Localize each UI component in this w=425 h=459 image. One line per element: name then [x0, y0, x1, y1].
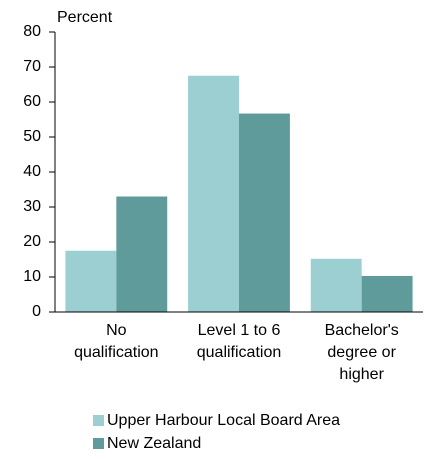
y-tick-label: 50 — [23, 128, 41, 145]
x-tick-label: qualification — [74, 344, 159, 361]
y-tick-label: 10 — [23, 268, 41, 285]
x-tick-label: qualification — [197, 344, 282, 361]
y-tick-label: 30 — [23, 198, 41, 215]
bar — [239, 113, 290, 312]
x-tick-label: higher — [339, 366, 384, 383]
legend-label: Upper Harbour Local Board Area — [107, 412, 340, 429]
y-tick-label: 80 — [23, 23, 41, 40]
legend-swatch — [93, 415, 104, 426]
legend-swatch — [93, 438, 104, 449]
bar — [310, 258, 362, 312]
x-tick-label: No — [106, 322, 127, 339]
y-tick-label: 0 — [32, 303, 41, 320]
bar — [116, 196, 168, 312]
bar — [361, 275, 413, 312]
y-tick-label: 40 — [23, 163, 41, 180]
legend-label: New Zealand — [107, 435, 201, 452]
bar — [188, 75, 239, 312]
y-tick-label: 70 — [23, 58, 41, 75]
x-tick-label: degree or — [327, 344, 396, 361]
y-tick-label: 60 — [23, 93, 41, 110]
y-tick-label: 20 — [23, 233, 41, 250]
bar — [65, 250, 117, 312]
x-tick-label: Level 1 to 6 — [198, 322, 281, 339]
x-tick-label: Bachelor's — [325, 322, 399, 339]
y-axis-label: Percent — [57, 9, 113, 26]
